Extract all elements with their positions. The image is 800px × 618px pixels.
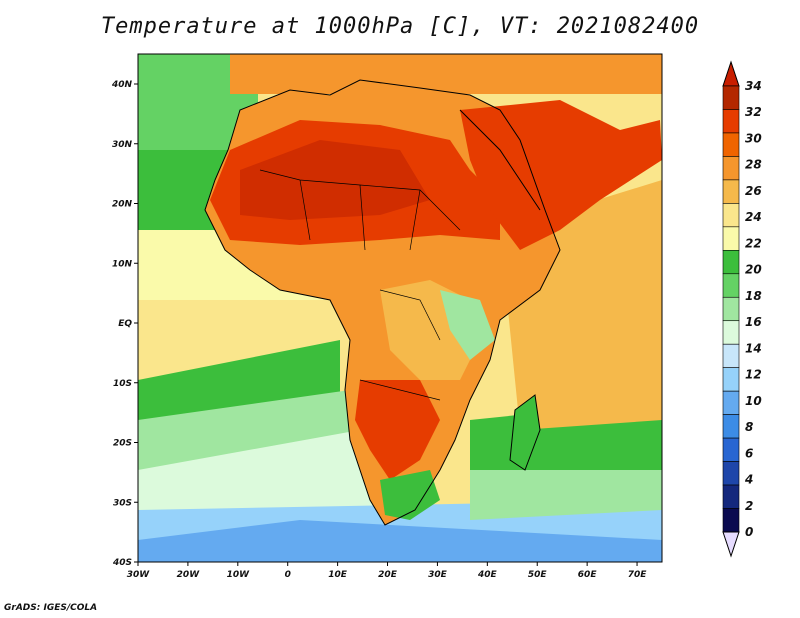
lon-label: 10W [227, 570, 251, 580]
lat-label: 40N [111, 80, 133, 90]
colorbar-label: 28 [745, 158, 762, 172]
colorbar-segment [722, 461, 740, 486]
lat-label: 20N [112, 200, 133, 210]
lon-label: 0 [285, 570, 291, 580]
colorbar-segment [722, 226, 740, 251]
arabia-hot [460, 100, 662, 250]
colorbar-label: 10 [745, 394, 762, 408]
lon-label: 30E [428, 570, 448, 580]
lat-label: 10S [113, 379, 132, 389]
colorbar-label: 22 [745, 236, 762, 250]
lat-label: 30N [112, 140, 133, 150]
colorbar-segment [722, 484, 740, 509]
colorbar-label: 20 [745, 263, 762, 277]
red-sea-coast [459, 109, 541, 211]
east-africa-highlands [440, 290, 495, 360]
longitude-axis: 30W 20W 10W 0 10E 20E 30E 40E 50E 60E 70E [127, 562, 647, 580]
colorbar-label: 8 [745, 420, 753, 434]
colorbar-segment [722, 273, 740, 298]
colorbar-segment [722, 179, 740, 204]
colorbar-label: 12 [745, 368, 762, 382]
madagascar [510, 395, 540, 470]
map-frame [137, 53, 663, 563]
lat-label: 40S [112, 558, 132, 568]
colorbar-segment [722, 85, 740, 110]
colorbar-segment [722, 250, 740, 275]
colorbar-segment [722, 156, 740, 181]
colorbar-segment [722, 296, 740, 322]
lon-label: 10E [328, 570, 348, 580]
colorbar-label: 14 [745, 341, 762, 355]
lon-label: 20W [177, 570, 201, 580]
grads-credit: GrADS: IGES/COLA [4, 603, 98, 613]
colorbar-label: 26 [745, 184, 762, 198]
colorbar-over-triangle [722, 60, 740, 87]
south-africa-green [380, 470, 440, 520]
lat-label: 30S [113, 498, 132, 508]
lat-label: EQ [118, 319, 132, 329]
colorbar-segment [722, 508, 740, 533]
lon-label: 30W [127, 570, 151, 580]
latitude-axis: 40N 30N 20N 10N EQ 10S 20S 30S 40S [111, 80, 138, 568]
lon-label: 50E [528, 570, 548, 580]
madagascar-coastline [509, 394, 541, 471]
colorbar-label: 34 [745, 79, 762, 93]
colorbar-segment [722, 367, 740, 392]
lon-label: 20E [378, 570, 398, 580]
sahara-core [240, 140, 430, 220]
lon-label: 70E [628, 570, 648, 580]
colorbar-segment [722, 414, 740, 439]
colorbar-label: 30 [745, 131, 762, 145]
colorbar-label: 6 [745, 446, 753, 460]
indian-lightgreen [470, 470, 662, 520]
lat-label: 10N [112, 259, 133, 269]
colorbar-label: 24 [745, 210, 762, 224]
map-area [138, 54, 662, 562]
colorbar-segment [722, 320, 740, 345]
map-title: Temperature at 1000hPa [C], VT: 20210824… [100, 14, 700, 39]
colorbar-under-triangle [722, 531, 740, 558]
colorbar-label: 18 [745, 289, 762, 303]
southern-ocean-deepblue [138, 520, 662, 562]
lat-label: 20S [113, 439, 132, 449]
colorbar-segment [722, 437, 740, 462]
colorbar-segment [722, 203, 740, 228]
colorbar-segment [722, 132, 740, 157]
lon-label: 60E [578, 570, 598, 580]
europe-band [230, 54, 662, 94]
africa-coastline [204, 79, 561, 526]
colorbar-segment [722, 390, 740, 415]
southern-africa-hot [355, 380, 440, 480]
country-borders [259, 169, 461, 401]
lon-label: 40E [477, 570, 498, 580]
colorbar-segment [722, 109, 740, 134]
colorbar-label: 16 [745, 315, 762, 329]
colorbar-label: 0 [745, 525, 753, 539]
colorbar-segment [722, 343, 740, 368]
colorbar-label: 4 [744, 473, 753, 487]
south-atlantic-pale [138, 430, 380, 530]
colorbar-label: 32 [745, 105, 762, 119]
colorbar-label: 2 [745, 499, 753, 513]
